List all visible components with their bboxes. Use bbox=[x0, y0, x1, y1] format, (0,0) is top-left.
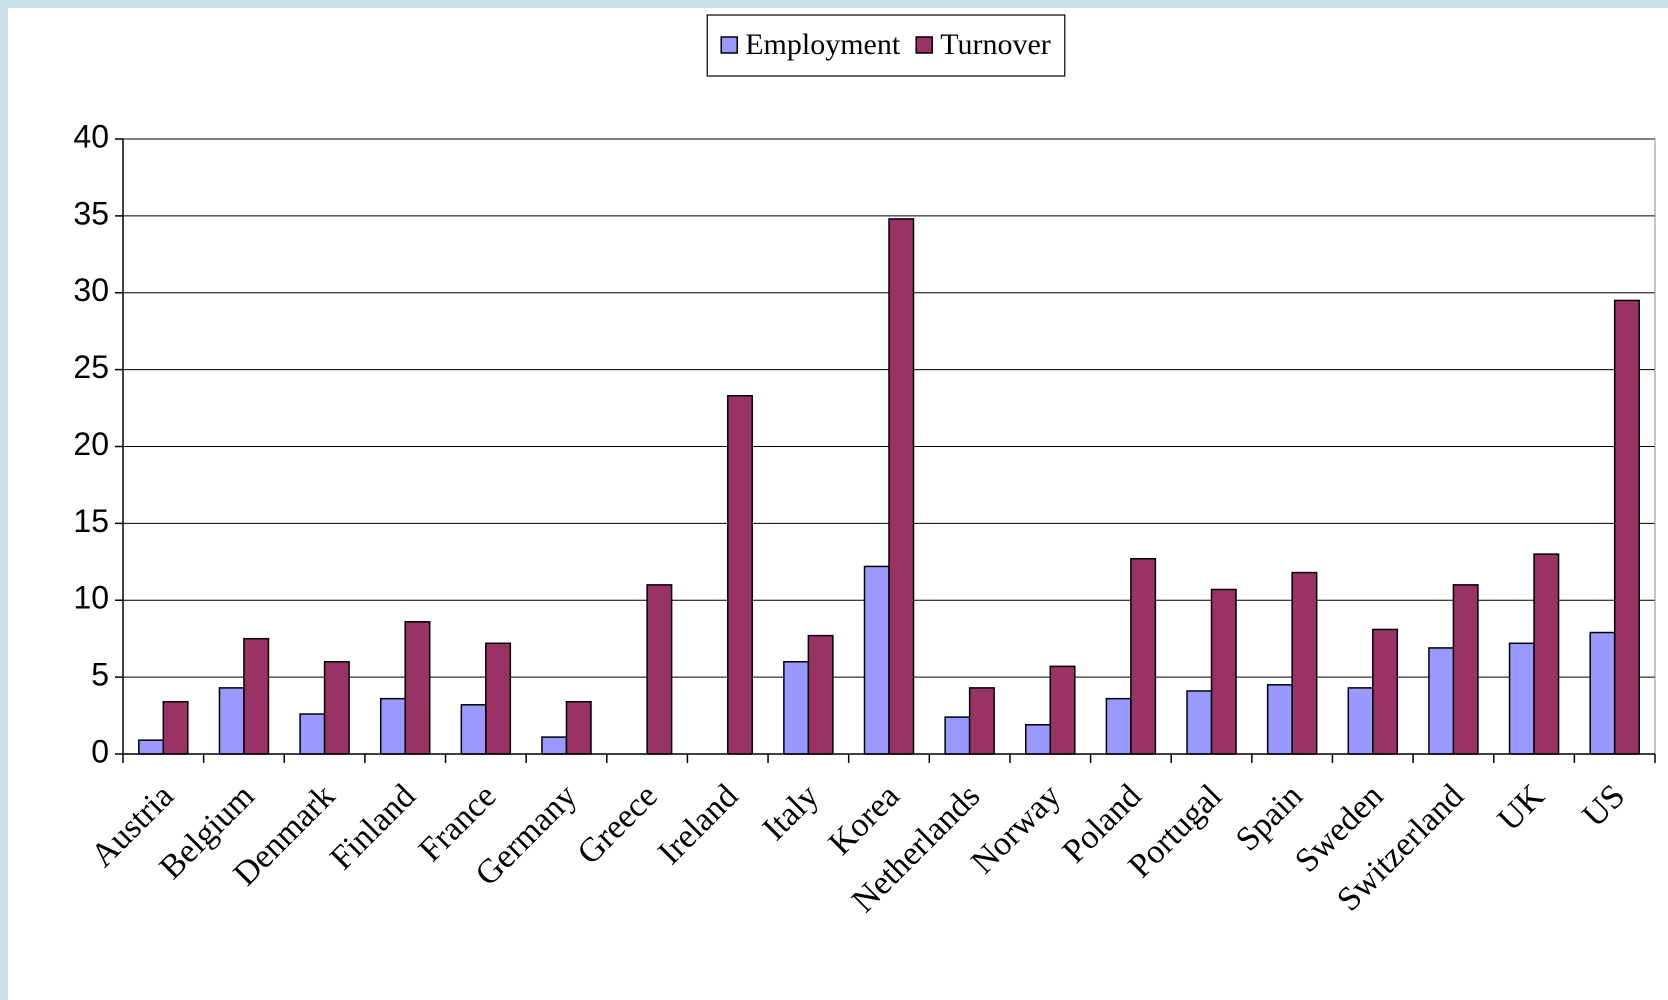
bar bbox=[1452, 584, 1479, 755]
bar bbox=[1049, 665, 1076, 755]
y-tick-label: 20 bbox=[73, 426, 109, 462]
chart-background bbox=[8, 8, 1668, 1000]
bar bbox=[1210, 588, 1237, 755]
legend-swatch bbox=[915, 36, 933, 54]
bar bbox=[243, 637, 270, 755]
legend-swatch bbox=[720, 36, 738, 54]
y-tick-label: 10 bbox=[73, 580, 109, 616]
legend: Employment Turnover bbox=[706, 14, 1066, 77]
bar bbox=[218, 687, 245, 755]
bar bbox=[944, 716, 971, 755]
bar bbox=[863, 565, 890, 755]
bar bbox=[541, 736, 568, 755]
bar bbox=[1105, 697, 1132, 755]
bar bbox=[1372, 628, 1399, 755]
bar bbox=[299, 713, 326, 755]
bar bbox=[783, 661, 810, 755]
y-tick-label: 35 bbox=[73, 195, 109, 231]
legend-box bbox=[706, 14, 1066, 77]
y-tick-label: 25 bbox=[73, 349, 109, 385]
bar bbox=[1428, 647, 1455, 755]
bar bbox=[1291, 571, 1318, 755]
bar bbox=[888, 218, 915, 755]
y-tick-label: 0 bbox=[91, 733, 109, 769]
bar bbox=[1025, 724, 1052, 755]
bar bbox=[404, 621, 431, 755]
bar bbox=[565, 700, 592, 755]
bar bbox=[1266, 684, 1293, 755]
y-tick-label: 15 bbox=[73, 503, 109, 539]
bar bbox=[1613, 299, 1640, 755]
legend-label: Turnover bbox=[940, 28, 1051, 61]
bar bbox=[460, 704, 487, 755]
bar bbox=[807, 634, 834, 755]
bar bbox=[726, 395, 753, 755]
bar bbox=[1130, 557, 1157, 755]
bar bbox=[1186, 690, 1213, 755]
legend-label: Employment bbox=[745, 28, 901, 61]
y-tick-label: 30 bbox=[73, 272, 109, 308]
bar bbox=[1508, 642, 1535, 755]
bar bbox=[138, 739, 165, 755]
y-tick-label: 5 bbox=[91, 657, 109, 693]
bar bbox=[1533, 553, 1560, 755]
bar bbox=[162, 700, 189, 755]
y-tick-label: 40 bbox=[73, 118, 109, 154]
bar bbox=[1347, 687, 1374, 755]
bar bbox=[1589, 631, 1616, 755]
bar bbox=[485, 642, 512, 755]
bar bbox=[646, 584, 673, 755]
bar bbox=[968, 687, 995, 755]
bar bbox=[323, 661, 350, 755]
bar bbox=[379, 697, 406, 755]
